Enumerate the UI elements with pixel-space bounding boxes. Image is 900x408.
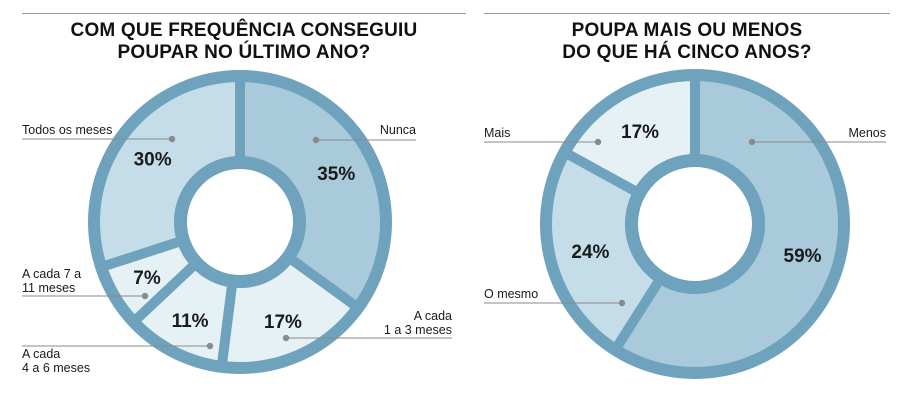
- slice-value-label: 59%: [784, 246, 822, 267]
- slice-separator: [103, 237, 181, 271]
- slice-frequency-4: [99, 82, 240, 266]
- slice-category-label: Mais: [484, 126, 510, 140]
- slice-category-label: O mesmo: [484, 287, 538, 301]
- slice-category-label: Menos: [848, 126, 886, 140]
- slice-separator: [217, 284, 237, 364]
- slice-category-label: A cada: [414, 309, 452, 323]
- top-rule: [22, 13, 466, 14]
- donut-hole: [638, 167, 752, 281]
- chart-title-line-2: POUPAR NO ÚLTIMO ANO?: [117, 42, 371, 63]
- slice-separator: [288, 255, 358, 310]
- slice-category-label: 1 a 3 meses: [384, 323, 452, 337]
- chart-title-line-1: POUPA MAIS OU MENOS: [571, 20, 803, 41]
- slice-comparison-2: [569, 81, 695, 191]
- leader-dot: [748, 138, 756, 146]
- comparison-donut: [540, 69, 850, 379]
- donut-hole: [187, 169, 293, 275]
- slice-category-label: 4 a 6 meses: [22, 361, 90, 375]
- slice-separator: [565, 149, 638, 196]
- slice-comparison-1: [552, 155, 658, 345]
- slice-category-label: 11 meses: [22, 281, 75, 295]
- chart-title-line-2: DO QUE HÁ CINCO ANOS?: [562, 42, 812, 63]
- slice-frequency-2: [137, 267, 232, 361]
- slice-separator: [613, 278, 663, 350]
- slice-category-label: Nunca: [380, 123, 416, 137]
- top-rule: [484, 13, 890, 14]
- slice-comparison-0: [618, 81, 839, 368]
- slice-value-label: 7%: [133, 268, 161, 289]
- slice-frequency-0: [240, 82, 380, 305]
- chart-title: POUPA MAIS OU MENOS DO QUE HÁ CINCO ANOS…: [484, 20, 890, 64]
- slice-category-label: A cada 7 a: [22, 267, 81, 281]
- slice-value-label: 24%: [571, 242, 609, 263]
- chart-title-line-1: COM QUE FREQUÊNCIA CONSEGUIU: [70, 20, 418, 41]
- donut-chart-comparison: 59% 24% 17% Menos O mesmo Mais: [484, 69, 886, 379]
- slice-category-label: A cada: [22, 347, 60, 361]
- chart-panel-frequency: COM QUE FREQUÊNCIA CONSEGUIU POUPAR NO Ú…: [22, 13, 466, 375]
- slice-value-label: 17%: [264, 312, 302, 333]
- slice-value-label: 17%: [621, 122, 659, 143]
- chart-panel-comparison: POUPA MAIS OU MENOS DO QUE HÁ CINCO ANOS…: [478, 0, 900, 408]
- chart-title: COM QUE FREQUÊNCIA CONSEGUIU POUPAR NO Ú…: [22, 20, 466, 64]
- slice-value-label: 11%: [172, 311, 209, 332]
- slice-separator: [133, 262, 197, 323]
- frequency-donut: [88, 70, 392, 374]
- slice-value-label: 35%: [317, 164, 355, 185]
- slice-category-label: Todos os meses: [22, 123, 112, 137]
- slice-value-label: 30%: [134, 150, 172, 171]
